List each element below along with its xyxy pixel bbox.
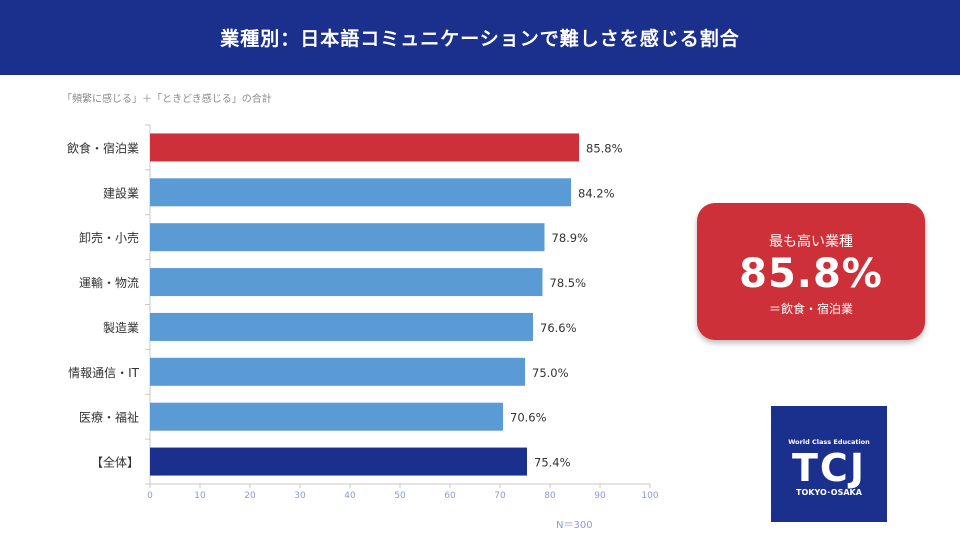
logo-location: TOKYO･OSAKA — [796, 488, 862, 497]
logo-tagline: World Class Education — [788, 438, 870, 446]
bar — [150, 223, 545, 252]
category-label: 製造業 — [103, 321, 139, 335]
value-label: 70.6% — [510, 411, 547, 425]
category-label: 飲食・宿泊業 — [67, 140, 139, 155]
x-tick-label: 70 — [494, 491, 506, 501]
callout-subtitle: ＝飲食・宿泊業 — [768, 302, 853, 316]
bar — [150, 268, 543, 297]
page-title: 業種別：日本語コミュニケーションで難しさを感じる割合 — [220, 28, 740, 50]
logo-mark: TCJ — [792, 446, 866, 490]
value-label: 76.6% — [540, 321, 577, 335]
bar — [150, 312, 533, 341]
x-tick-label: 20 — [244, 491, 256, 501]
category-label: 医療・福祉 — [79, 410, 139, 425]
sample-size-note: N＝300 — [556, 520, 593, 531]
bar — [150, 133, 579, 162]
x-tick-label: 50 — [394, 491, 406, 501]
category-label: 建設業 — [103, 185, 139, 200]
tcj-logo: World Class Education TCJ TOKYO･OSAKA — [771, 406, 887, 522]
chart-subtitle: 「頻繁に感じる」＋「ときどき感じる」の合計 — [62, 94, 272, 105]
x-tick-label: 90 — [594, 491, 606, 501]
x-tick-label: 10 — [194, 491, 206, 501]
x-tick-label: 60 — [444, 491, 456, 501]
value-label: 84.2% — [578, 186, 615, 200]
highlight-callout: 最も高い業種 85.8% ＝飲食・宿泊業 — [697, 203, 925, 340]
x-tick-label: 40 — [344, 491, 356, 501]
value-label: 75.0% — [532, 366, 569, 380]
bar — [150, 447, 527, 476]
bar — [150, 178, 571, 207]
value-label: 78.9% — [552, 231, 589, 245]
value-label: 75.4% — [534, 456, 571, 470]
header-bar: 業種別：日本語コミュニケーションで難しさを感じる割合 — [0, 0, 960, 75]
category-label: 【全体】 — [91, 455, 139, 470]
value-label: 85.8% — [586, 141, 623, 155]
category-label: 運輸・物流 — [79, 275, 139, 290]
category-label: 情報通信・IT — [68, 366, 140, 380]
bar — [150, 357, 525, 386]
x-tick-label: 80 — [544, 491, 556, 501]
category-label: 卸売・小売 — [79, 230, 139, 245]
bar — [150, 402, 503, 431]
x-tick-label: 0 — [147, 491, 153, 501]
callout-value: 85.8% — [739, 251, 883, 297]
x-tick-label: 100 — [641, 491, 658, 501]
x-tick-label: 30 — [294, 491, 306, 501]
value-label: 78.5% — [550, 276, 587, 290]
callout-title: 最も高い業種 — [769, 234, 853, 250]
